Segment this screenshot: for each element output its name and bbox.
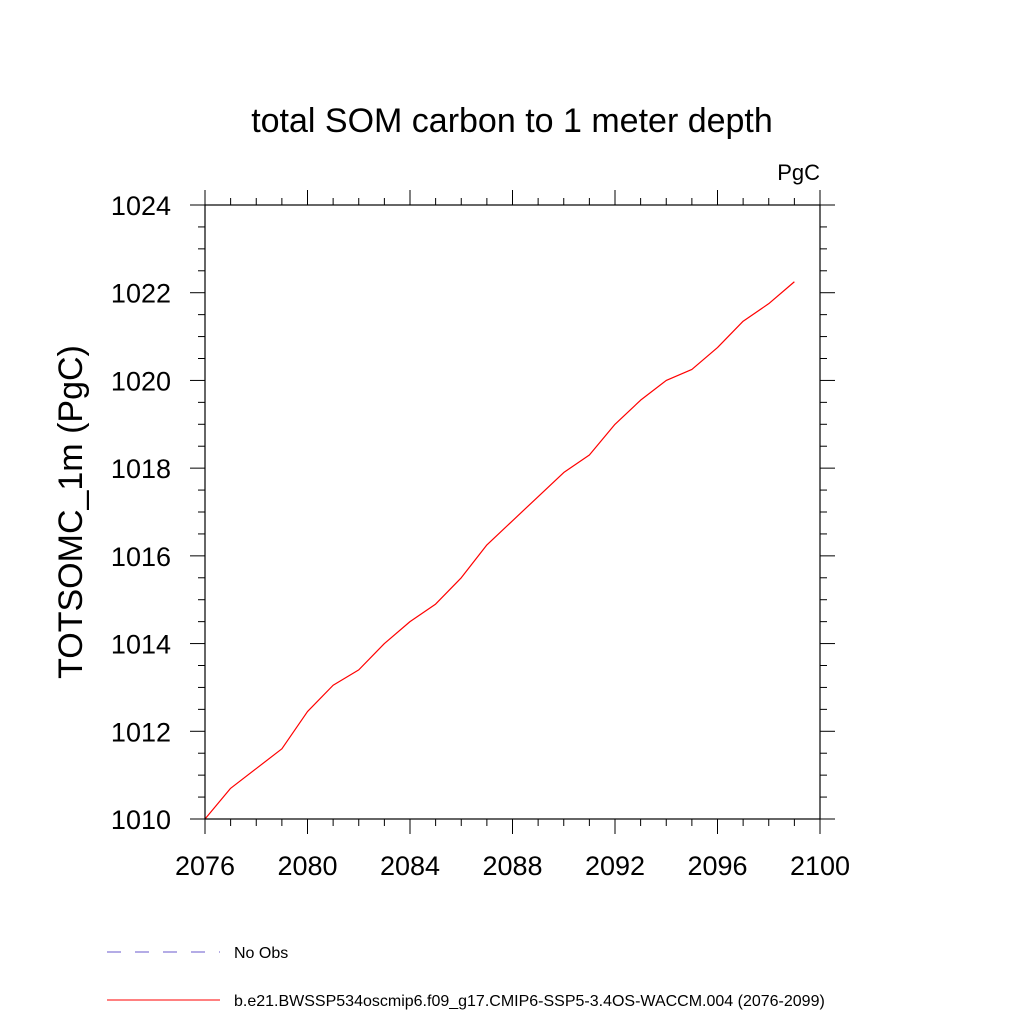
x-tick-label: 2092: [585, 851, 645, 881]
legend: No Obs b.e21.BWSSP534oscmip6.f09_g17.CMIP…: [107, 945, 825, 1010]
y-tick-label: 1010: [111, 805, 171, 835]
legend-label-1: b.e21.BWSSP534oscmip6.f09_g17.CMIP6-SSP5…: [234, 993, 825, 1010]
chart-title: total SOM carbon to 1 meter depth: [251, 102, 773, 140]
y-tick-label: 1014: [111, 630, 171, 660]
x-tick-label: 2084: [380, 851, 440, 881]
y-axis-label: TOTSOMC_1m (PgC): [52, 345, 90, 679]
y-tick-label: 1024: [111, 191, 171, 221]
y-tick-label: 1012: [111, 717, 171, 747]
x-tick-label: 2088: [482, 851, 542, 881]
y-tick-label: 1020: [111, 366, 171, 396]
plot-frame: [204, 204, 821, 820]
axis-ticks: [190, 190, 835, 834]
units-label: PgC: [777, 160, 820, 185]
x-tick-label: 2076: [175, 851, 235, 881]
axis-tick-labels: 2076 2080 2084 2088 2092 2096 2100 1010 1012 1014…: [111, 191, 850, 881]
y-tick-label: 1022: [111, 279, 171, 309]
series-lines: [204, 281, 795, 820]
series-line-0: [204, 281, 795, 820]
y-tick-label: 1018: [111, 454, 171, 484]
x-tick-label: 2080: [277, 851, 337, 881]
x-tick-label: 2100: [790, 851, 850, 881]
legend-label-0: No Obs: [234, 945, 288, 962]
x-tick-label: 2096: [687, 851, 747, 881]
y-tick-label: 1016: [111, 542, 171, 572]
